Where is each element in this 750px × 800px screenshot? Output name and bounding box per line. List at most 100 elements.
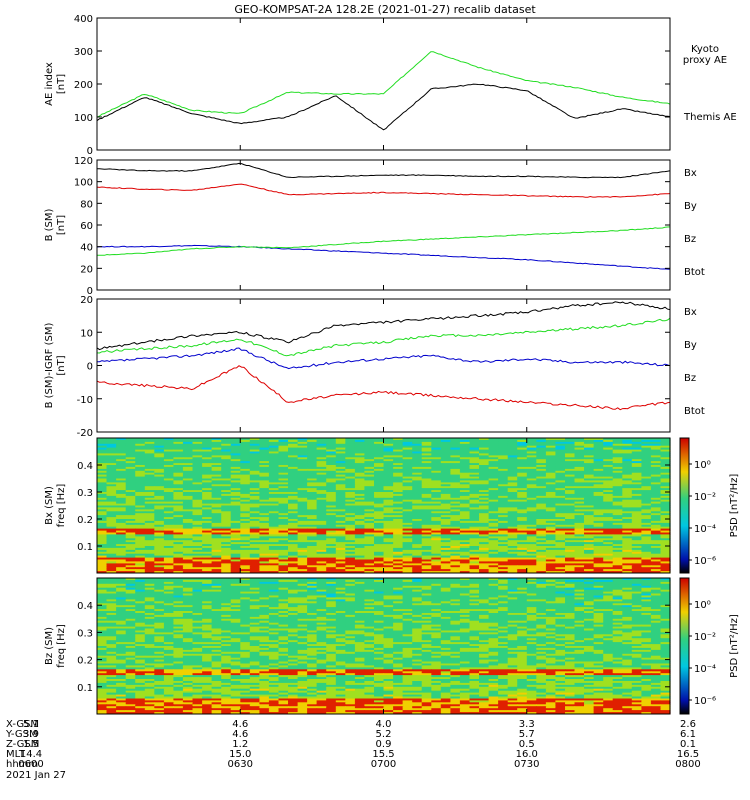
heatmap-cell <box>163 597 174 600</box>
heatmap-cell <box>144 515 155 518</box>
heatmap-cell <box>555 493 566 497</box>
heatmap-cell <box>106 581 117 585</box>
heatmap-cell <box>374 484 385 487</box>
heatmap-cell <box>631 551 642 555</box>
heatmap-cell <box>97 585 108 589</box>
heatmap-cell <box>307 445 318 449</box>
heatmap-cell <box>125 551 136 555</box>
heatmap-cell <box>326 561 337 564</box>
heatmap-cell <box>431 495 442 499</box>
heatmap-cell <box>249 540 260 543</box>
heatmap-cell <box>507 591 518 594</box>
heatmap-cell <box>450 591 461 594</box>
heatmap-cell <box>192 463 203 466</box>
heatmap-cell <box>240 595 251 598</box>
heatmap-cell <box>202 447 213 450</box>
heatmap-cell <box>354 519 365 522</box>
heatmap-cell <box>182 536 193 539</box>
heatmap-cell <box>450 538 461 541</box>
heatmap-cell <box>393 499 404 503</box>
heatmap-cell <box>517 503 528 506</box>
heatmap-cell <box>135 492 146 495</box>
heatmap-cell <box>383 561 394 564</box>
heatmap-cell <box>335 495 346 499</box>
heatmap-cell <box>173 441 184 445</box>
heatmap-cell <box>307 581 318 585</box>
heatmap-cell <box>182 453 193 456</box>
heatmap-cell <box>297 490 308 493</box>
heatmap-cell <box>125 441 136 445</box>
heatmap-cell <box>278 538 289 541</box>
heatmap-cell <box>211 567 222 570</box>
heatmap-cell <box>125 459 136 462</box>
heatmap-cell <box>507 538 518 541</box>
heatmap-cell <box>259 578 270 581</box>
heatmap-cell <box>603 567 614 570</box>
heatmap-cell <box>335 468 346 472</box>
heatmap-cell <box>479 571 490 574</box>
heatmap-cell <box>278 463 289 466</box>
heatmap-cell <box>507 443 518 447</box>
heatmap-cell <box>259 517 270 520</box>
heatmap-cell <box>593 451 604 454</box>
heatmap-cell <box>593 595 604 598</box>
heatmap-cell <box>631 468 642 472</box>
heatmap-cell <box>182 517 193 520</box>
heatmap-cell <box>555 459 566 462</box>
heatmap-cell <box>154 547 165 551</box>
heatmap-cell <box>383 439 394 443</box>
heatmap-cell <box>421 480 432 483</box>
heatmap-cell <box>555 538 566 541</box>
heatmap-cell <box>536 542 547 545</box>
heatmap-cell <box>517 441 528 445</box>
heatmap-cell <box>517 563 528 566</box>
heatmap-cell <box>603 438 614 441</box>
heatmap-cell <box>536 453 547 456</box>
y-tick-label: 20 <box>80 295 93 306</box>
heatmap-cell <box>307 468 318 472</box>
heatmap-cell <box>479 488 490 491</box>
heatmap-cell <box>555 484 566 487</box>
heatmap-cell <box>479 501 490 504</box>
heatmap-cell <box>584 474 595 477</box>
heatmap-cell <box>479 579 490 583</box>
heatmap-cell <box>498 557 509 560</box>
heatmap-cell <box>335 565 346 568</box>
heatmap-cell <box>307 443 318 447</box>
heatmap-cell <box>431 542 442 545</box>
y-tick-label: 10 <box>80 328 93 339</box>
heatmap-cell <box>440 526 451 530</box>
heatmap-cell <box>431 532 442 535</box>
heatmap-cell <box>364 451 375 454</box>
heatmap-cell <box>545 461 556 464</box>
heatmap-cell <box>479 547 490 551</box>
heatmap-cell <box>173 532 184 535</box>
heatmap-cell <box>335 528 346 531</box>
heatmap-cell <box>249 567 260 570</box>
heatmap-cell <box>393 486 404 489</box>
heatmap-cell <box>97 565 108 568</box>
heatmap-cell <box>230 457 241 460</box>
heatmap-cell <box>660 569 671 572</box>
heatmap-cell <box>116 547 127 551</box>
heatmap-cell <box>326 591 337 594</box>
heatmap-cell <box>221 522 232 526</box>
heatmap-cell <box>507 519 518 522</box>
heatmap-cell <box>163 542 174 545</box>
heatmap-cell <box>326 501 337 504</box>
heatmap-cell <box>240 593 251 596</box>
heatmap-cell <box>335 515 346 518</box>
heatmap-cell <box>479 549 490 553</box>
heatmap-cell <box>202 569 213 572</box>
heatmap-cell <box>459 522 470 526</box>
heatmap-cell <box>116 515 127 518</box>
heatmap-cell <box>479 536 490 539</box>
series-line-bz <box>96 183 671 198</box>
heatmap-cell <box>431 472 442 476</box>
heatmap-cell <box>574 532 585 535</box>
heatmap-cell <box>259 474 270 477</box>
heatmap-cell <box>565 457 576 460</box>
heatmap-cell <box>469 488 480 491</box>
heatmap-cell <box>612 549 623 553</box>
heatmap-cell <box>135 597 146 600</box>
